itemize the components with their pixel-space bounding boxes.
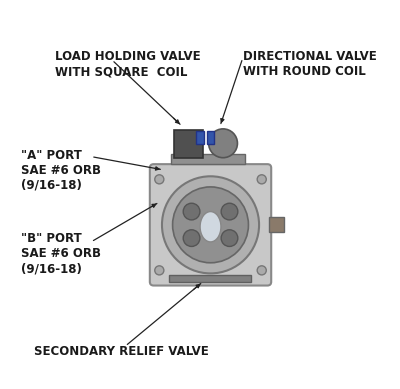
Bar — [174, 130, 203, 158]
Circle shape — [221, 230, 238, 247]
Text: SECONDARY RELIEF VALVE: SECONDARY RELIEF VALVE — [34, 345, 209, 358]
Circle shape — [257, 266, 266, 275]
Circle shape — [155, 266, 164, 275]
Bar — [169, 275, 252, 282]
Text: "A" PORT
SAE #6 ORB
(9/16-18): "A" PORT SAE #6 ORB (9/16-18) — [21, 149, 101, 192]
Circle shape — [183, 203, 200, 220]
Circle shape — [162, 176, 259, 273]
Circle shape — [183, 230, 200, 247]
Circle shape — [257, 175, 266, 184]
Text: DIRECTIONAL VALVE
WITH ROUND COIL: DIRECTIONAL VALVE WITH ROUND COIL — [243, 50, 376, 78]
Bar — [196, 131, 204, 144]
Text: "B" PORT
SAE #6 ORB
(9/16-18): "B" PORT SAE #6 ORB (9/16-18) — [21, 233, 101, 275]
Text: LOAD HOLDING VALVE
WITH SQUARE  COIL: LOAD HOLDING VALVE WITH SQUARE COIL — [55, 50, 201, 78]
Ellipse shape — [200, 212, 221, 242]
Bar — [207, 131, 214, 144]
Circle shape — [172, 187, 248, 263]
Bar — [269, 217, 284, 233]
Circle shape — [209, 129, 238, 158]
Circle shape — [221, 203, 238, 220]
FancyBboxPatch shape — [150, 164, 271, 286]
Circle shape — [155, 175, 164, 184]
Bar — [171, 154, 245, 164]
